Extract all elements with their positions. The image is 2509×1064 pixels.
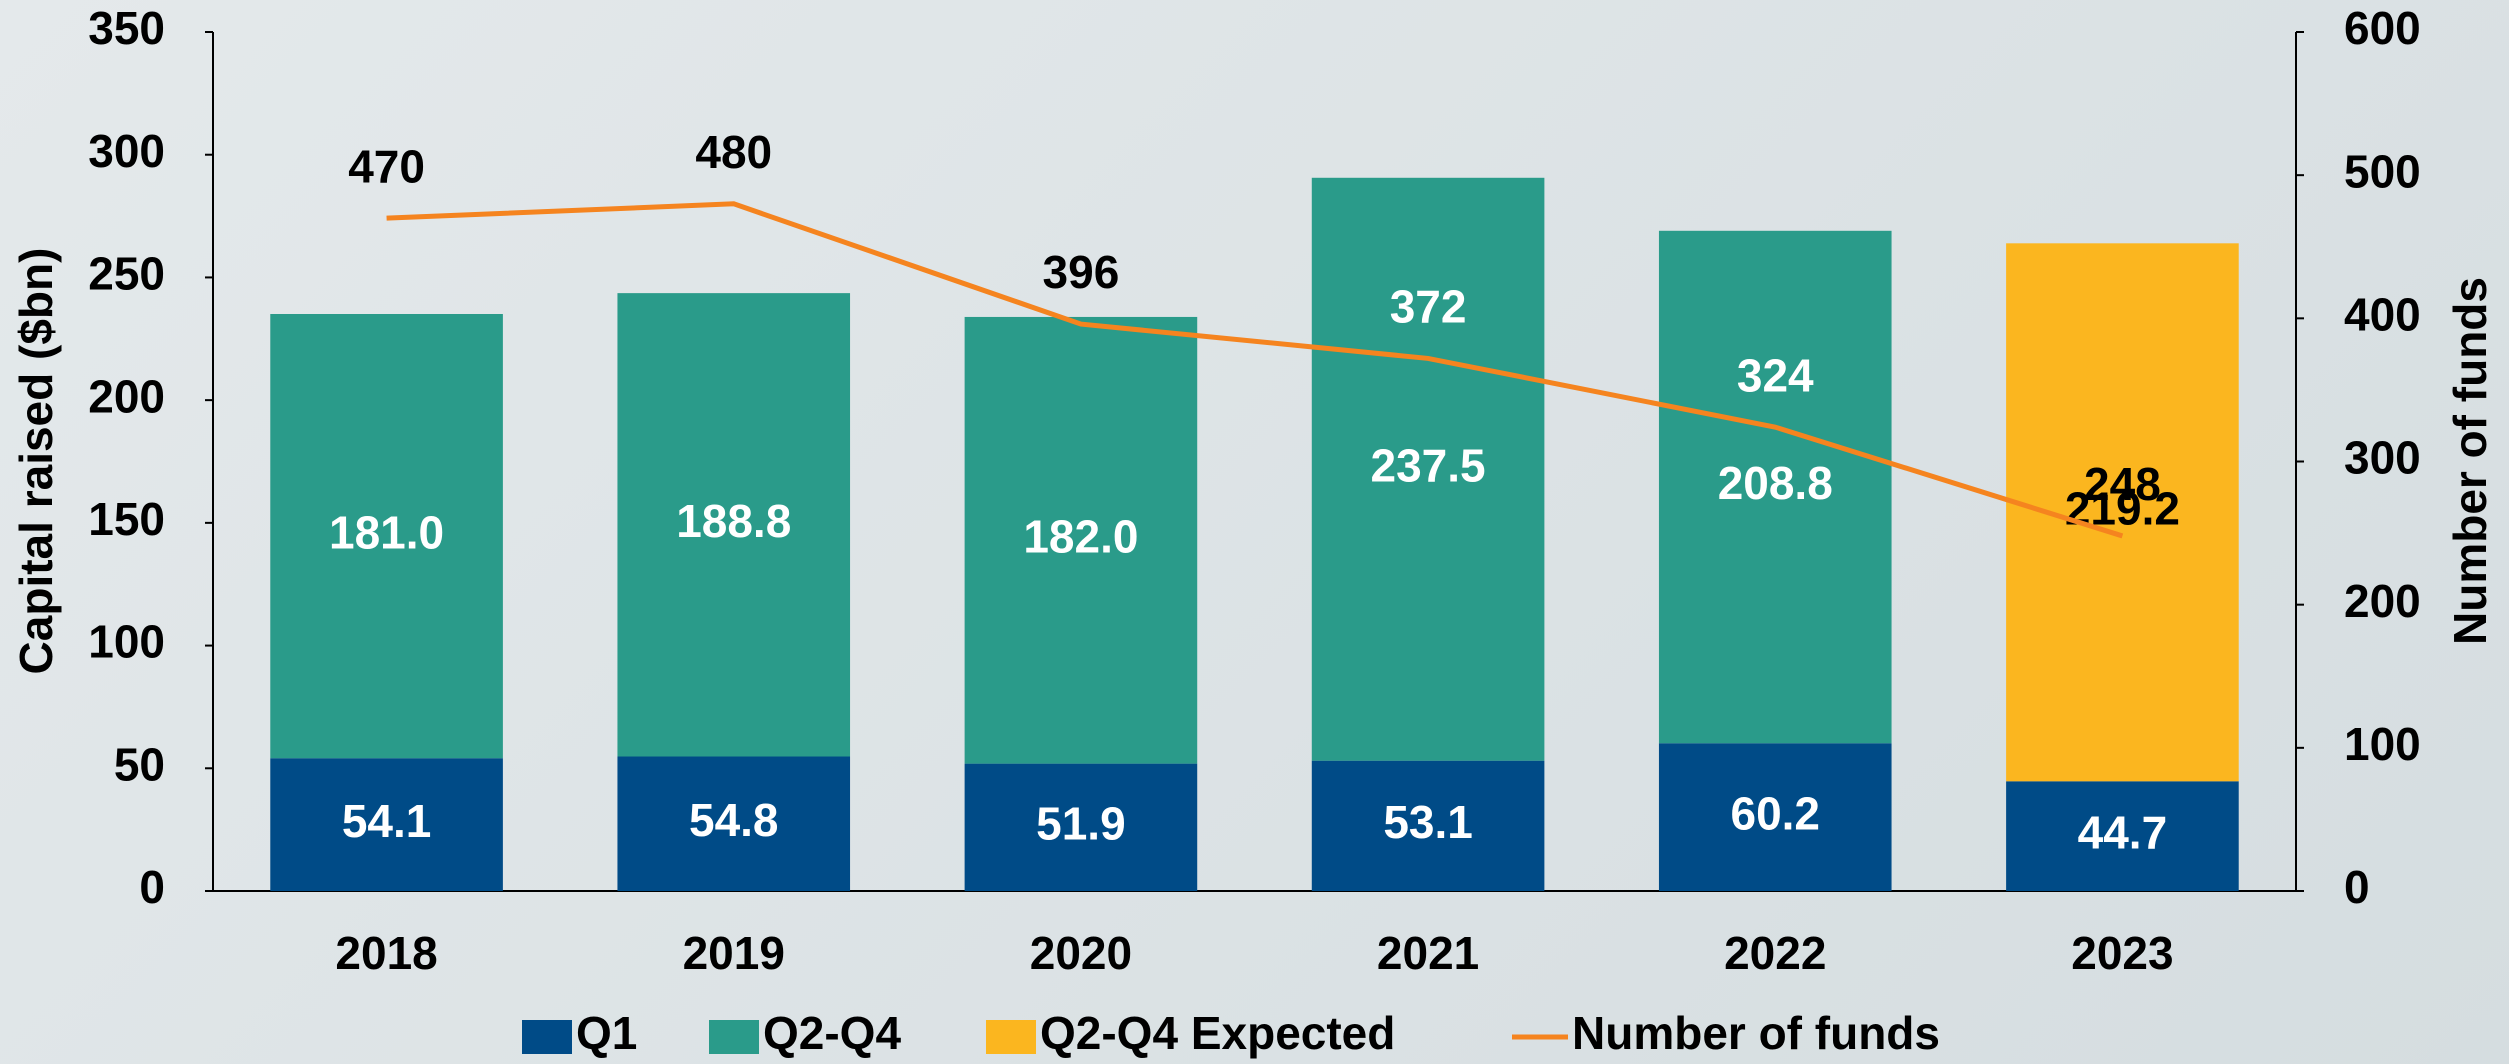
line-label: 324 <box>1737 349 1814 401</box>
data-label: 60.2 <box>1730 787 1820 839</box>
bar-segment <box>270 313 503 759</box>
bar-segment <box>617 293 851 757</box>
x-tick-label: 2018 <box>335 927 437 979</box>
bar-segment <box>964 763 1198 891</box>
line-label: 470 <box>348 140 425 192</box>
legend-label: Q1 <box>576 1007 637 1059</box>
x-tick-label: 2022 <box>1724 927 1826 979</box>
legend-swatch <box>986 1020 1036 1054</box>
x-tick-label: 2021 <box>1377 927 1479 979</box>
line-label: 396 <box>1043 246 1120 298</box>
data-label: 181.0 <box>329 506 444 558</box>
x-tick-label: 2019 <box>683 927 785 979</box>
data-label: 182.0 <box>1023 510 1138 562</box>
legend-label: Q2-Q4 Expected <box>1040 1007 1395 1059</box>
y2-tick-label: 300 <box>2344 432 2421 484</box>
data-label: 54.1 <box>342 795 432 847</box>
y2-tick-label: 0 <box>2344 861 2370 913</box>
data-label: 237.5 <box>1371 439 1486 491</box>
y-axis-title: Capital raised ($bn) <box>10 248 62 675</box>
legend-label: Q2-Q4 <box>763 1007 901 1059</box>
data-label: 54.8 <box>689 794 779 846</box>
line-label: 248 <box>2084 458 2161 510</box>
bar-segment <box>270 758 503 891</box>
y-tick-label: 0 <box>139 861 165 913</box>
x-tick-label: 2023 <box>2071 927 2173 979</box>
y-tick-label: 250 <box>88 248 165 300</box>
legend-swatch <box>522 1020 572 1054</box>
line-label: 372 <box>1390 281 1467 333</box>
data-label: 53.1 <box>1383 796 1473 848</box>
line-label: 480 <box>695 126 772 178</box>
bar-segment <box>617 756 851 891</box>
bar-segment <box>964 316 1198 764</box>
data-label: 208.8 <box>1718 457 1833 509</box>
y-tick-label: 150 <box>88 493 165 545</box>
y-tick-label: 200 <box>88 370 165 422</box>
bar-segment <box>1311 760 1545 891</box>
y2-axis-title: Number of funds <box>2444 277 2496 645</box>
y-tick-label: 50 <box>114 738 165 790</box>
data-label: 188.8 <box>676 495 791 547</box>
y2-tick-label: 100 <box>2344 718 2421 770</box>
bar-segment <box>2006 781 2239 891</box>
y-tick-label: 100 <box>88 616 165 668</box>
y-tick-label: 350 <box>88 2 165 54</box>
line-series <box>386 201 2124 539</box>
x-tick-label: 2020 <box>1030 927 1132 979</box>
legend-swatch <box>709 1020 759 1054</box>
data-label: 51.9 <box>1036 797 1126 849</box>
legend-label: Number of funds <box>1572 1007 1940 1059</box>
y2-tick-label: 400 <box>2344 288 2421 340</box>
y2-tick-label: 600 <box>2344 2 2421 54</box>
bar-segment <box>1658 743 1892 891</box>
bar-segment <box>1658 230 1892 744</box>
bar-segment <box>1311 177 1545 761</box>
data-label: 44.7 <box>2078 806 2168 858</box>
y2-tick-label: 500 <box>2344 145 2421 197</box>
y-tick-label: 300 <box>88 125 165 177</box>
y2-tick-label: 200 <box>2344 575 2421 627</box>
